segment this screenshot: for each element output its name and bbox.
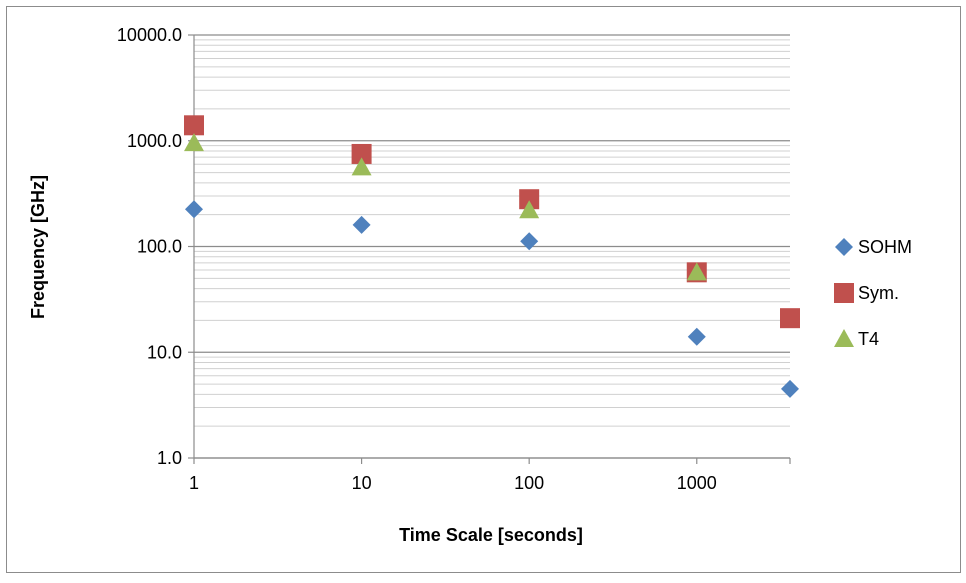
series-t4	[184, 133, 707, 281]
tick-labels: 1.0 10.0 100.0 1000.0 10000.0 1 10 100 1000	[117, 25, 717, 493]
legend-entry: T4	[834, 329, 879, 349]
data-points	[184, 115, 800, 398]
data-point	[520, 232, 539, 251]
legend: SOHM Sym. T4	[834, 237, 912, 349]
x-tick-label: 1000	[677, 473, 717, 493]
data-point	[184, 115, 204, 136]
data-point	[351, 157, 372, 176]
legend-label: Sym.	[858, 283, 899, 303]
y-axis-title: Frequency [GHz]	[28, 175, 48, 319]
data-point	[687, 327, 706, 346]
x-tick-label: 1	[189, 473, 199, 493]
data-point	[781, 379, 799, 398]
data-point	[519, 189, 540, 210]
series-sohm	[185, 200, 799, 398]
legend-label: SOHM	[858, 237, 912, 257]
data-point	[686, 262, 707, 281]
legend-label: T4	[858, 329, 879, 349]
legend-marker	[834, 283, 854, 303]
data-point	[184, 133, 204, 152]
legend-marker	[834, 329, 854, 347]
axes	[188, 34, 791, 464]
legend-marker	[835, 238, 853, 256]
y-tick-label: 10000.0	[117, 25, 182, 45]
data-point	[780, 308, 800, 329]
data-point	[352, 215, 371, 234]
y-tick-label: 10.0	[147, 342, 182, 362]
y-tick-label: 1000.0	[127, 131, 182, 151]
y-tick-label: 1.0	[157, 448, 182, 468]
data-point	[351, 143, 372, 164]
x-axis-title: Time Scale [seconds]	[399, 525, 583, 545]
y-tick-label: 100.0	[137, 237, 182, 257]
chart-border	[6, 6, 961, 573]
legend-entry: SOHM	[835, 237, 912, 257]
data-point	[519, 200, 540, 219]
x-tick-label: 10	[352, 473, 372, 493]
data-point	[185, 200, 203, 219]
x-tick-label: 100	[514, 473, 544, 493]
legend-entry: Sym.	[834, 283, 899, 303]
